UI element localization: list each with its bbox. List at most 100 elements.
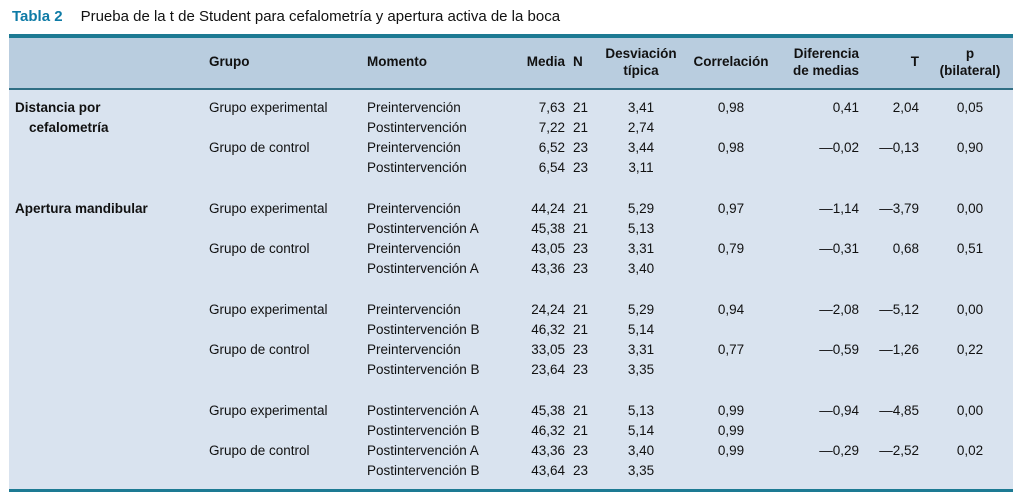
- cell-n: 21: [573, 119, 589, 135]
- cell-grupo: [199, 360, 359, 380]
- cell-label: Apertura mandibular: [9, 199, 199, 219]
- cell-p: [927, 461, 1013, 481]
- cell-n: 21: [573, 402, 589, 418]
- table-row: Grupo de control Postintervención A 43,36 2…: [9, 441, 1013, 461]
- cell-dif: —0,94: [819, 402, 859, 418]
- table-row: Grupo experimental Postintervención A 45,3…: [9, 401, 1013, 421]
- cell-corr: [683, 320, 779, 340]
- cell-p: 0,51: [956, 240, 984, 256]
- column-header-dif: Diferencia de medias: [779, 36, 871, 90]
- column-header-n: N: [567, 36, 599, 90]
- cell-momento: Preintervención: [367, 240, 461, 256]
- cell-dif: [779, 259, 871, 279]
- cell-n: 21: [573, 99, 589, 115]
- table-number: Tabla 2: [12, 8, 63, 25]
- column-header-momento: Momento: [359, 36, 517, 90]
- cell-momento: Postintervención: [367, 159, 467, 175]
- column-header-t: T: [871, 36, 927, 90]
- cell-n: 23: [573, 159, 589, 175]
- column-header-label: [9, 36, 199, 90]
- cell-p: 0,90: [956, 139, 984, 155]
- cell-grupo: [199, 461, 359, 481]
- cell-sd: 3,40: [627, 260, 655, 276]
- column-header-p: p (bilateral): [927, 36, 1013, 90]
- cell-t: [871, 320, 927, 340]
- cell-sd: 3,44: [627, 139, 655, 155]
- cell-p: [927, 219, 1013, 239]
- cell-media: 46,32: [531, 321, 565, 337]
- cell-t: [871, 219, 927, 239]
- cell-t: [871, 461, 927, 481]
- cell-grupo: [199, 421, 359, 441]
- cell-n: 23: [573, 462, 589, 478]
- cell-corr: 0,77: [717, 341, 745, 357]
- cell-t: —5,12: [879, 301, 919, 317]
- cell-grupo: [199, 158, 359, 178]
- column-header-media: Media: [517, 36, 567, 90]
- cell-momento: Preintervención: [367, 341, 461, 357]
- cell-label: [9, 239, 199, 259]
- cell-sd: 5,14: [627, 422, 655, 438]
- cell-corr: [683, 158, 779, 178]
- table-title: Prueba de la t de Student para cefalomet…: [80, 8, 561, 25]
- cell-label: [9, 441, 199, 461]
- cell-media: 33,05: [531, 341, 565, 357]
- cell-media: 43,36: [531, 442, 565, 458]
- cell-t: [871, 421, 927, 441]
- spacer-cell: [9, 380, 1013, 401]
- row-group-label: Apertura mandibular: [15, 200, 148, 216]
- cell-grupo: Grupo de control: [209, 442, 310, 458]
- spacer-row: [9, 279, 1013, 300]
- student-t-test-table: Grupo Momento Media N Desviación típica Corre…: [9, 34, 1013, 493]
- cell-media: 45,38: [531, 402, 565, 418]
- table-row: Postintervención B 43,64 23 3,35: [9, 461, 1013, 481]
- cell-dif: —1,14: [819, 200, 859, 216]
- cell-momento: Postintervención: [367, 119, 467, 135]
- cell-label: [9, 259, 199, 279]
- cell-n: 21: [573, 220, 589, 236]
- cell-n: 21: [573, 200, 589, 216]
- cell-grupo: Grupo experimental: [209, 402, 328, 418]
- cell-t: 2,04: [892, 99, 919, 115]
- cell-grupo: Grupo de control: [209, 139, 310, 155]
- cell-corr: [683, 360, 779, 380]
- cell-n: 21: [573, 301, 589, 317]
- cell-n: 23: [573, 341, 589, 357]
- cell-label: [9, 401, 199, 421]
- cell-media: 6,52: [538, 139, 565, 155]
- table-row: Postintervención 6,54 23 3,11: [9, 158, 1013, 178]
- spacer-cell: [9, 89, 1013, 98]
- cell-momento: Postintervención A: [367, 260, 479, 276]
- table-row: Grupo de control Preintervención 6,52 23 3,4…: [9, 138, 1013, 158]
- cell-momento: Preintervención: [367, 139, 461, 155]
- cell-corr: 0,99: [717, 422, 745, 438]
- cell-label: [9, 118, 199, 138]
- cell-corr: 0,99: [717, 442, 745, 458]
- table-caption: Tabla 2 Prueba de la t de Student para ce…: [12, 8, 1015, 25]
- cell-grupo: [199, 259, 359, 279]
- cell-sd: 3,11: [628, 159, 654, 175]
- spacer-cell: [9, 481, 1013, 491]
- cell-t: —0,13: [879, 139, 919, 155]
- table-row: Grupo de control Preintervención 33,05 23 3,…: [9, 340, 1013, 360]
- cell-dif: 0,41: [832, 99, 859, 115]
- cell-p: [927, 118, 1013, 138]
- cell-t: [871, 118, 927, 138]
- cell-label: [9, 360, 199, 380]
- cell-dif: [779, 320, 871, 340]
- cell-sd: 3,31: [627, 341, 655, 357]
- cell-p: [927, 259, 1013, 279]
- cell-p: 0,05: [956, 99, 984, 115]
- cell-corr: 0,98: [717, 99, 745, 115]
- cell-media: 7,22: [538, 119, 565, 135]
- cell-t: —3,79: [879, 200, 919, 216]
- cell-grupo: Grupo de control: [209, 240, 310, 256]
- cell-p: 0,22: [956, 341, 984, 357]
- cell-dif: [779, 158, 871, 178]
- cell-label: [9, 461, 199, 481]
- cell-sd: 5,29: [627, 200, 655, 216]
- cell-grupo: [199, 219, 359, 239]
- cell-dif: [779, 360, 871, 380]
- cell-label: [9, 300, 199, 320]
- cell-sd: 3,41: [627, 99, 655, 115]
